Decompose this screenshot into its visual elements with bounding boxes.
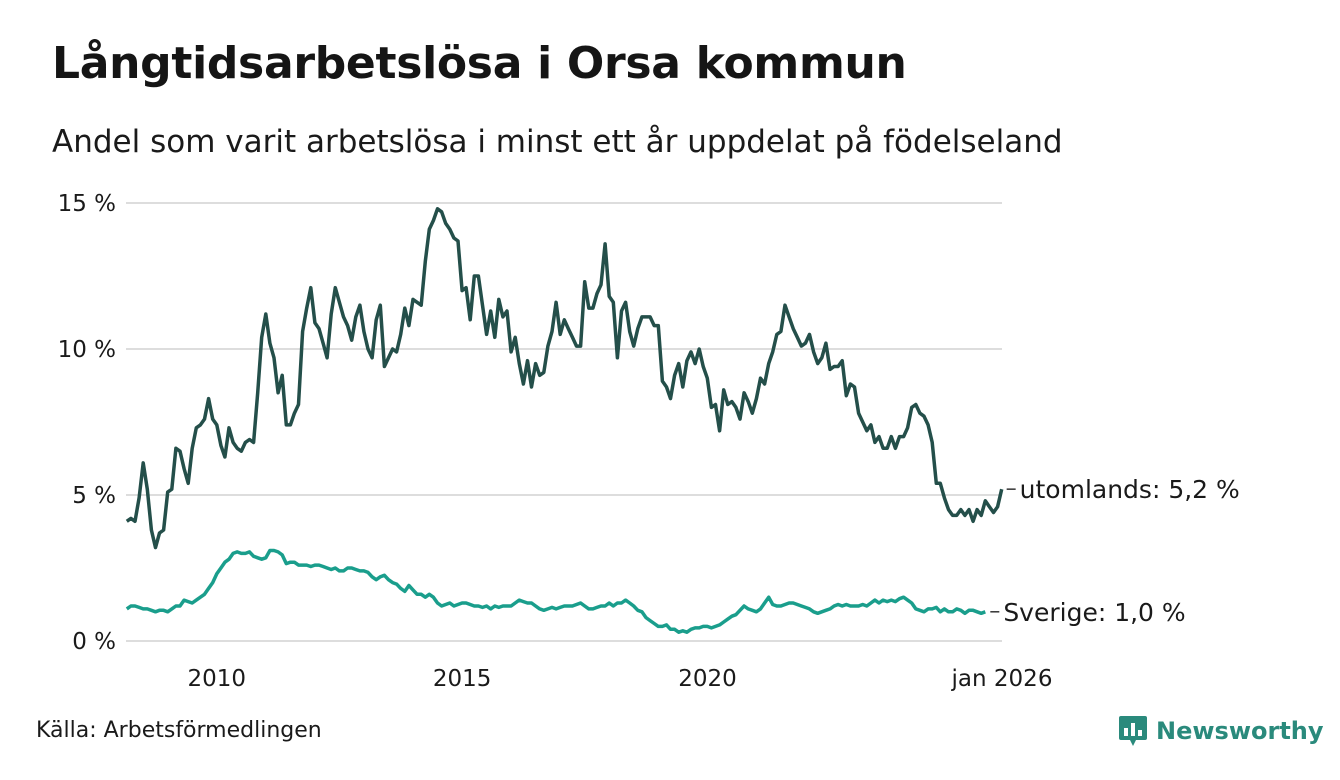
y-axis-ticks: 0 % 5 % 10 % 15 % (58, 191, 116, 655)
series-lines (125, 207, 1004, 634)
chart-subtitle: Andel som varit arbetslösa i minst ett å… (52, 124, 1063, 160)
y-tick-label: 5 % (72, 483, 116, 509)
x-tick-label: jan 2026 (951, 666, 1053, 692)
x-tick-label: 2020 (678, 666, 737, 692)
y-tick-label: 0 % (72, 629, 116, 655)
x-tick-label: 2010 (188, 666, 247, 692)
series-line-sverige (125, 548, 986, 634)
end-label-utomlands: utomlands: 5,2 % (1020, 475, 1240, 504)
end-label-sverige: Sverige: 1,0 % (1003, 598, 1185, 627)
x-axis-ticks: 2010 2015 2020 jan 2026 (188, 666, 1053, 692)
series-end-labels: utomlands: 5,2 % Sverige: 1,0 % (990, 475, 1240, 627)
gridlines (126, 202, 1002, 642)
source-note: Källa: Arbetsförmedlingen (36, 718, 322, 743)
series-line-utomlands (125, 207, 1004, 550)
brand-logo: Newsworthy (1118, 715, 1324, 747)
newsworthy-logo-icon (1119, 716, 1147, 746)
y-tick-label: 15 % (58, 191, 116, 217)
brand-name: Newsworthy (1156, 717, 1324, 745)
x-tick-label: 2015 (433, 666, 492, 692)
chart-title: Långtidsarbetslösa i Orsa kommun (52, 38, 907, 89)
y-tick-label: 10 % (58, 337, 116, 363)
